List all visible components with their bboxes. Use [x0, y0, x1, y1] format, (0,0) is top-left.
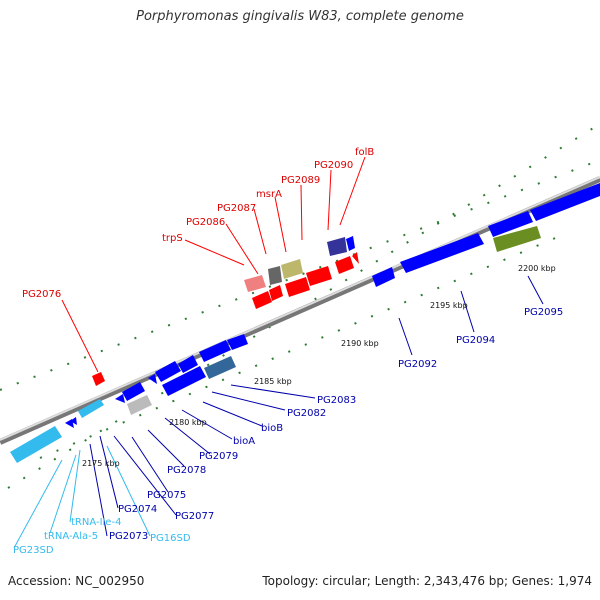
gene-folB-rev[interactable] [346, 236, 355, 251]
gene-PG2076[interactable] [92, 372, 105, 386]
gene-PG2086[interactable] [252, 291, 272, 309]
gene-PG2079[interactable] [178, 355, 198, 373]
gene-PG2075[interactable] [122, 382, 145, 401]
gene-label-PG2077[interactable]: PG2077 [175, 511, 214, 522]
gene-label-bioB[interactable]: bioB [261, 423, 283, 434]
gene-PG2091[interactable] [306, 266, 332, 286]
gene-PG2083[interactable] [204, 356, 236, 379]
accession-text: Accession: NC_002950 [8, 574, 145, 588]
gene-label-PG23SD[interactable]: PG23SD [13, 545, 54, 556]
rna-gene-PG16SD[interactable] [78, 399, 104, 418]
scale-tick-2200: 2200 kbp [518, 264, 556, 273]
scale-tick-2180: 2180 kbp [169, 418, 207, 427]
gene-label-PG2090[interactable]: PG2090 [314, 160, 353, 171]
scale-tick-2190: 2190 kbp [341, 339, 379, 348]
genome-backbone-highlight [0, 176, 600, 441]
gene-label-PG2092[interactable]: PG2092 [398, 359, 437, 370]
genome-summary-text: Topology: circular; Length: 2,343,476 bp… [262, 574, 592, 588]
gene-label-folB[interactable]: folB [355, 147, 374, 158]
gene-PG2089[interactable] [281, 259, 303, 279]
scale-tick-2195: 2195 kbp [430, 301, 468, 310]
gene-PG2095[interactable] [488, 211, 533, 237]
gene-label-PG2075[interactable]: PG2075 [147, 490, 186, 501]
rna-gene-PG23SD[interactable] [10, 426, 62, 463]
gene-PG2082[interactable] [162, 366, 206, 396]
gene-PG2088[interactable] [285, 277, 310, 297]
gene-label-msrA[interactable]: msrA [256, 189, 282, 200]
gene-PG2074[interactable] [115, 394, 125, 403]
gene-olive-feature[interactable] [493, 226, 541, 252]
rna-gene-tRNA-Ala-5[interactable] [70, 417, 77, 425]
gene-bioA[interactable] [199, 340, 231, 362]
gene-label-PG2073[interactable]: PG2073 [109, 531, 148, 542]
forward-leader-lines [61, 156, 366, 373]
gene-label-PG16SD[interactable]: PG16SD [150, 533, 191, 544]
gene-PG2078[interactable] [155, 361, 181, 382]
gene-label-PG2078[interactable]: PG2078 [167, 465, 206, 476]
gene-label-trpS[interactable]: trpS [162, 233, 183, 244]
gene-label-PG2094[interactable]: PG2094 [456, 335, 495, 346]
gene-label-PG2082[interactable]: PG2082 [287, 408, 326, 419]
gene-label-PG2076[interactable]: PG2076 [22, 289, 61, 300]
genome-title: Porphyromonas gingivalis W83, complete g… [136, 9, 464, 24]
gene-grey-feature[interactable] [127, 395, 152, 415]
gene-label-tRNA-Ile-4[interactable]: tRNA-Ile-4 [71, 517, 121, 528]
gene-PG2092[interactable] [372, 267, 395, 287]
gene-label-PG2083[interactable]: PG2083 [317, 395, 356, 406]
gene-bioB[interactable] [227, 334, 248, 350]
gene-PG2090[interactable] [327, 237, 347, 256]
gene-trpS[interactable] [244, 275, 266, 292]
gene-folB-tip[interactable] [352, 252, 359, 264]
gene-label-PG2095[interactable]: PG2095 [524, 307, 563, 318]
gene-label-bioA[interactable]: bioA [233, 436, 255, 447]
gene-label-PG2087[interactable]: PG2087 [217, 203, 256, 214]
gene-PG2096[interactable] [530, 183, 600, 221]
gene-label-PG2074[interactable]: PG2074 [118, 504, 157, 515]
gene-PG2077[interactable] [148, 374, 157, 384]
rna-leader-lines [13, 445, 151, 549]
gene-label-PG2089[interactable]: PG2089 [281, 175, 320, 186]
gene-PG2094[interactable] [400, 233, 484, 273]
gene-folB[interactable] [335, 256, 354, 274]
scale-tick-2175: 2175 kbp [82, 459, 120, 468]
gene-label-tRNA-Ala-5[interactable]: tRNA-Ala-5 [44, 531, 98, 542]
gene-label-PG2079[interactable]: PG2079 [199, 451, 238, 462]
gene-PG2087[interactable] [269, 285, 283, 301]
gene-label-PG2086[interactable]: PG2086 [186, 217, 225, 228]
reverse-leader-lines [89, 275, 544, 537]
scale-tick-2185: 2185 kbp [254, 377, 292, 386]
gene-msrA[interactable] [268, 266, 282, 285]
